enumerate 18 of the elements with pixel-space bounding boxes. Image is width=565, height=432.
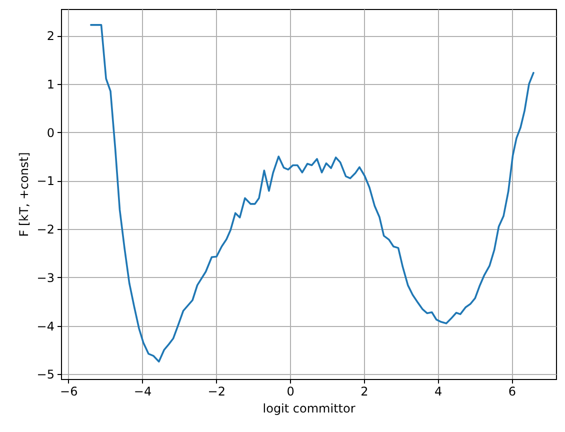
y-tick-label: −2 xyxy=(36,222,54,237)
y-tick-label: 1 xyxy=(46,77,54,92)
y-tick-label: −5 xyxy=(36,368,54,382)
x-tick-label: −2 xyxy=(208,384,226,398)
x-axis-title: logit committor xyxy=(262,402,356,416)
x-tick-label: −6 xyxy=(60,384,78,398)
y-tick-label: 0 xyxy=(46,126,54,140)
y-axis-title: F [kT, +const] xyxy=(16,152,31,237)
y-tick-label: 2 xyxy=(46,29,54,44)
x-tick-label: 6 xyxy=(508,384,516,398)
y-tick-label: −1 xyxy=(36,174,54,188)
y-tick-label: −4 xyxy=(36,319,54,334)
line-series xyxy=(90,24,534,362)
x-tick-label: 2 xyxy=(360,384,368,398)
x-tick-label: −4 xyxy=(134,384,152,398)
x-tick-label: 4 xyxy=(434,384,442,398)
x-tick-label: 0 xyxy=(286,384,294,398)
y-tick-label: −3 xyxy=(36,270,54,285)
